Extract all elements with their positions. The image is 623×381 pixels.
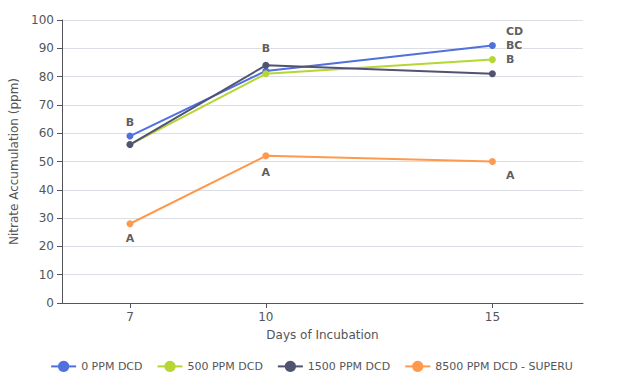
svg-text:A: A xyxy=(126,232,135,245)
svg-text:70: 70 xyxy=(39,98,54,112)
svg-text:B: B xyxy=(262,42,270,55)
svg-text:CD: CD xyxy=(506,25,523,38)
svg-text:A: A xyxy=(506,169,515,182)
svg-text:40: 40 xyxy=(39,183,54,197)
svg-text:Days of Incubation: Days of Incubation xyxy=(266,328,378,342)
svg-text:15: 15 xyxy=(485,310,500,324)
svg-text:50: 50 xyxy=(39,155,54,169)
svg-text:1500 PPM DCD: 1500 PPM DCD xyxy=(308,360,390,373)
svg-text:Nitrate Accumulation (ppm): Nitrate Accumulation (ppm) xyxy=(7,78,21,245)
svg-text:0: 0 xyxy=(46,296,54,310)
svg-text:10: 10 xyxy=(39,268,54,282)
svg-text:100: 100 xyxy=(31,13,54,27)
svg-text:8500 PPM DCD - SUPERU: 8500 PPM DCD - SUPERU xyxy=(435,360,573,373)
svg-text:0 PPM DCD: 0 PPM DCD xyxy=(81,360,142,373)
svg-text:80: 80 xyxy=(39,70,54,84)
svg-text:20: 20 xyxy=(39,239,54,253)
svg-text:30: 30 xyxy=(39,211,54,225)
svg-text:7: 7 xyxy=(126,310,134,324)
svg-text:A: A xyxy=(262,166,271,179)
svg-text:10: 10 xyxy=(258,310,273,324)
svg-text:90: 90 xyxy=(39,41,54,55)
svg-text:500 PPM DCD: 500 PPM DCD xyxy=(187,360,262,373)
svg-text:60: 60 xyxy=(39,126,54,140)
svg-text:B: B xyxy=(506,53,514,66)
svg-text:B: B xyxy=(126,116,134,129)
svg-text:BC: BC xyxy=(506,39,522,52)
